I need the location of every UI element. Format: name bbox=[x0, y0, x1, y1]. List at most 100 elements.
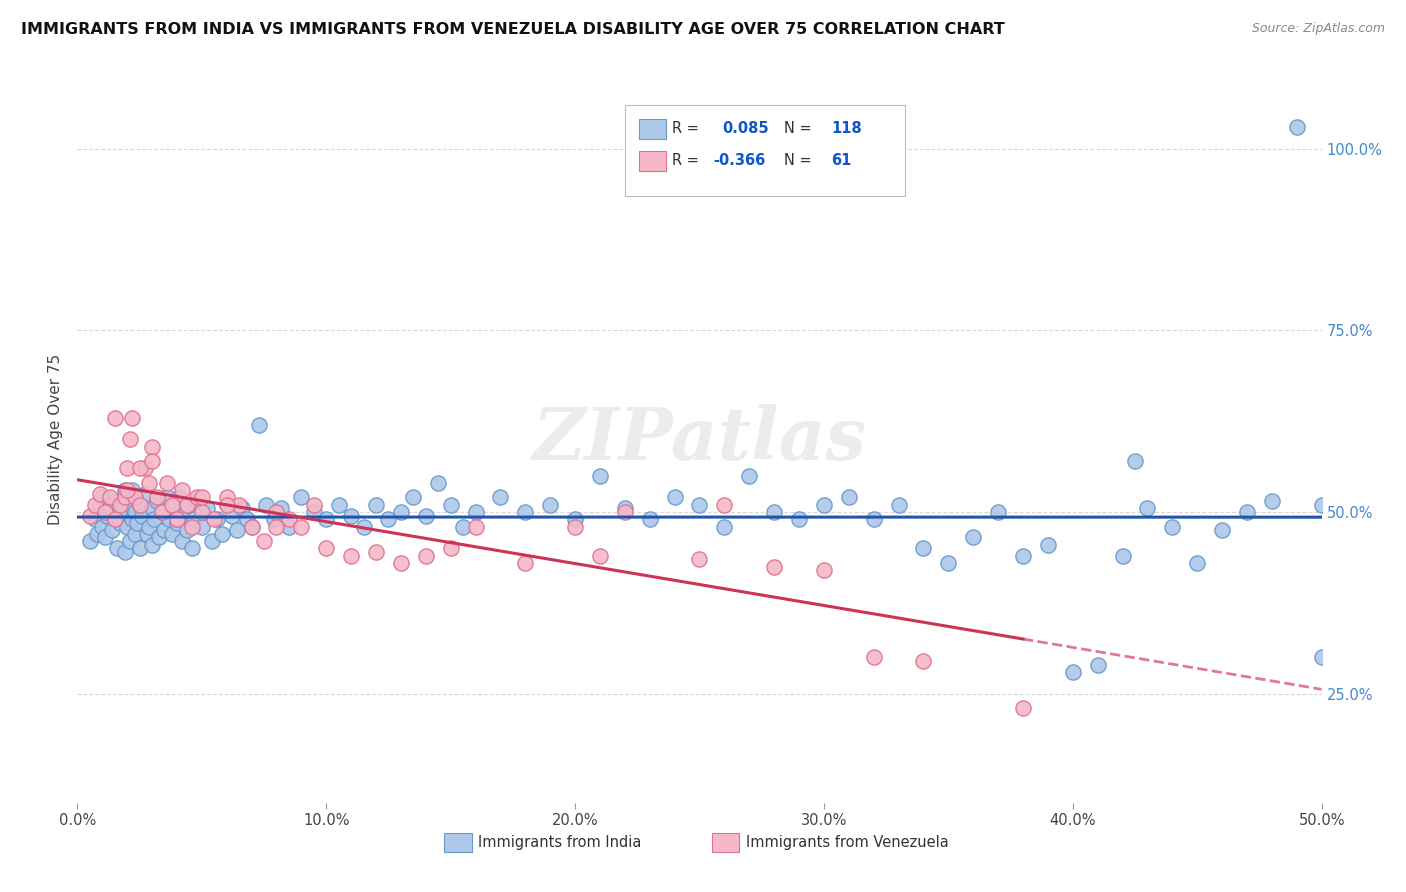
Point bbox=[202, 512, 225, 526]
Point bbox=[364, 498, 387, 512]
Point bbox=[713, 498, 735, 512]
Point bbox=[340, 549, 363, 563]
Point bbox=[240, 519, 263, 533]
Point bbox=[166, 512, 188, 526]
Point bbox=[141, 454, 163, 468]
Point bbox=[105, 541, 128, 556]
Point bbox=[89, 498, 111, 512]
Point bbox=[134, 487, 156, 501]
Point bbox=[124, 491, 146, 505]
Point bbox=[215, 491, 238, 505]
Point bbox=[211, 526, 233, 541]
FancyBboxPatch shape bbox=[624, 105, 905, 195]
Point bbox=[564, 519, 586, 533]
Point bbox=[738, 468, 761, 483]
Point bbox=[887, 498, 910, 512]
Point bbox=[1111, 549, 1133, 563]
Point bbox=[160, 526, 183, 541]
Point bbox=[136, 526, 159, 541]
Point bbox=[515, 556, 537, 570]
Point bbox=[138, 519, 160, 533]
Point bbox=[1136, 501, 1159, 516]
Point bbox=[138, 475, 160, 490]
Point bbox=[98, 491, 121, 505]
Point bbox=[328, 498, 350, 512]
Text: 0.085: 0.085 bbox=[721, 121, 769, 136]
Point bbox=[191, 505, 214, 519]
Point bbox=[114, 491, 136, 505]
Point bbox=[215, 498, 238, 512]
Point bbox=[180, 519, 202, 533]
Point bbox=[121, 512, 143, 526]
Point bbox=[564, 512, 586, 526]
Point bbox=[176, 523, 198, 537]
Point bbox=[290, 519, 312, 533]
FancyBboxPatch shape bbox=[638, 119, 666, 139]
Point bbox=[91, 491, 114, 505]
Point bbox=[228, 498, 250, 512]
Point bbox=[315, 541, 337, 556]
Point bbox=[183, 512, 205, 526]
FancyBboxPatch shape bbox=[711, 833, 740, 852]
Text: Immigrants from India: Immigrants from India bbox=[478, 835, 641, 850]
Point bbox=[464, 505, 486, 519]
Point bbox=[664, 491, 686, 505]
Point bbox=[364, 545, 387, 559]
Point bbox=[862, 512, 884, 526]
Point bbox=[813, 563, 835, 577]
Point bbox=[98, 501, 121, 516]
Point bbox=[402, 491, 425, 505]
Point bbox=[1310, 498, 1333, 512]
Point bbox=[114, 545, 136, 559]
Point bbox=[173, 508, 195, 523]
Point bbox=[415, 508, 437, 523]
Point bbox=[962, 531, 984, 545]
Point bbox=[515, 505, 537, 519]
Point bbox=[1012, 701, 1035, 715]
Point bbox=[169, 491, 191, 505]
Text: 118: 118 bbox=[831, 121, 862, 136]
Point bbox=[1012, 549, 1035, 563]
FancyBboxPatch shape bbox=[638, 151, 666, 171]
Point bbox=[240, 519, 263, 533]
Point bbox=[439, 498, 461, 512]
Point bbox=[191, 519, 214, 533]
Point bbox=[1211, 523, 1233, 537]
Point bbox=[143, 512, 166, 526]
Point bbox=[689, 552, 711, 566]
Point bbox=[936, 556, 959, 570]
Point bbox=[247, 417, 270, 432]
Point bbox=[153, 523, 176, 537]
Point bbox=[91, 519, 114, 533]
Point bbox=[290, 491, 312, 505]
Point bbox=[340, 508, 363, 523]
Point bbox=[253, 534, 276, 549]
Text: N =: N = bbox=[785, 121, 817, 136]
Point bbox=[277, 519, 299, 533]
Point bbox=[912, 654, 935, 668]
Point bbox=[114, 483, 136, 498]
Text: ZIPatlas: ZIPatlas bbox=[533, 404, 866, 475]
Point bbox=[157, 512, 180, 526]
Point bbox=[148, 531, 170, 545]
Point bbox=[638, 512, 661, 526]
Point bbox=[439, 541, 461, 556]
Point bbox=[118, 433, 141, 447]
Text: IMMIGRANTS FROM INDIA VS IMMIGRANTS FROM VENEZUELA DISABILITY AGE OVER 75 CORREL: IMMIGRANTS FROM INDIA VS IMMIGRANTS FROM… bbox=[21, 22, 1005, 37]
Point bbox=[108, 498, 131, 512]
Point bbox=[1185, 556, 1208, 570]
Point bbox=[156, 475, 179, 490]
Point bbox=[179, 498, 201, 512]
Point bbox=[1123, 454, 1146, 468]
Point bbox=[231, 501, 253, 516]
Point bbox=[176, 498, 198, 512]
Point bbox=[163, 498, 186, 512]
Point bbox=[1062, 665, 1084, 679]
Point bbox=[225, 523, 247, 537]
Point bbox=[389, 556, 412, 570]
Point bbox=[160, 498, 183, 512]
Point bbox=[302, 498, 325, 512]
Text: 61: 61 bbox=[831, 153, 852, 169]
Point bbox=[170, 534, 193, 549]
Point bbox=[141, 538, 163, 552]
